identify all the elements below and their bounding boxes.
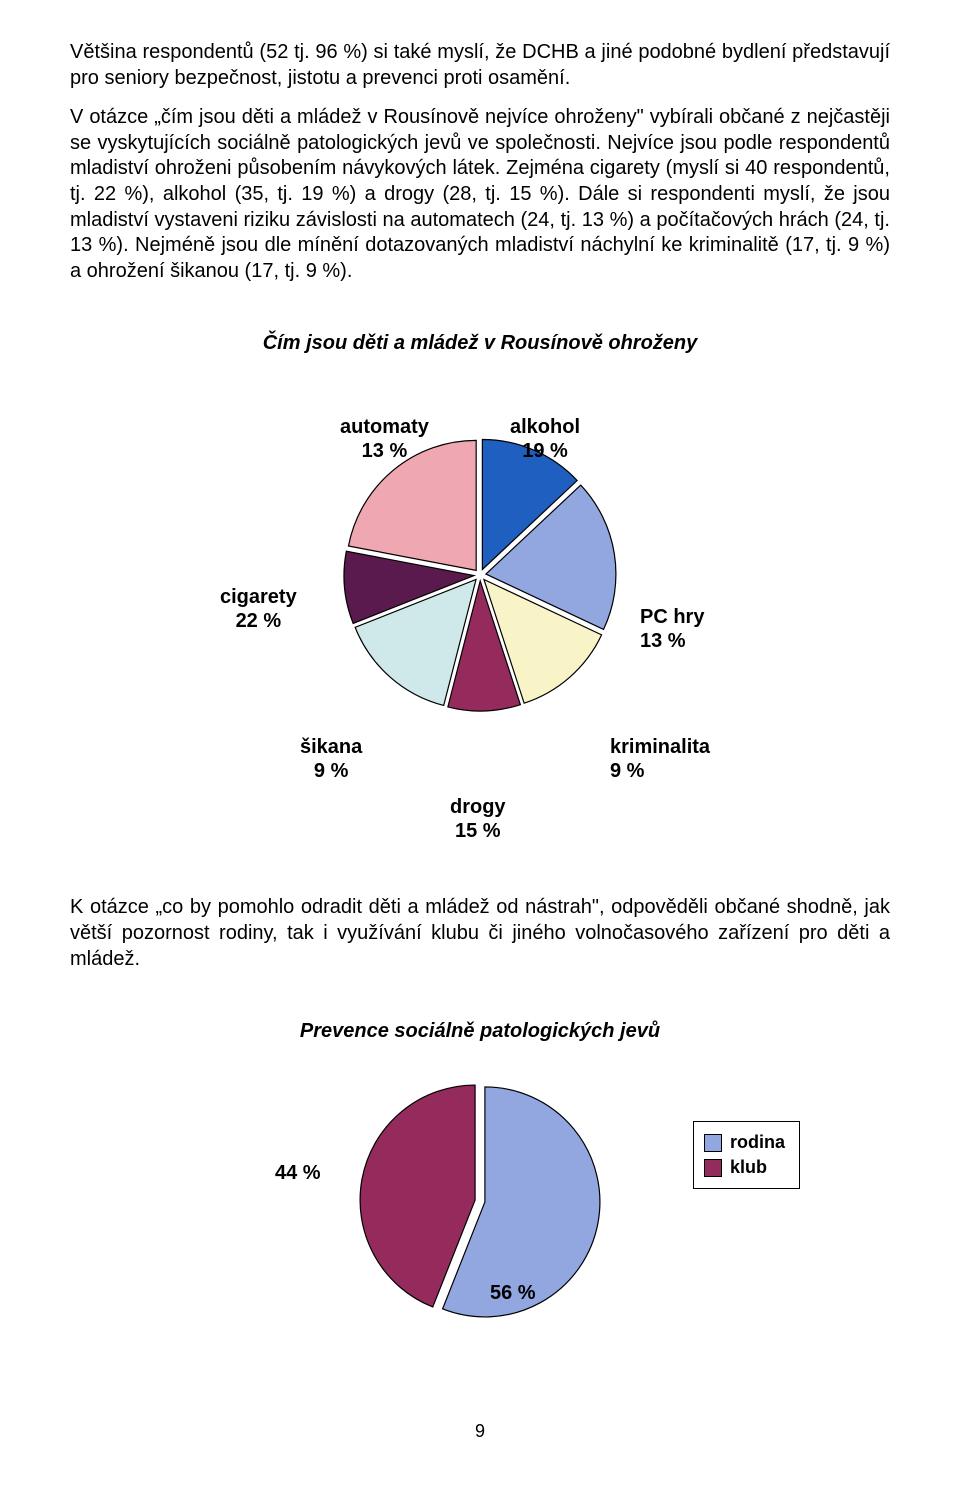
pie-label-kriminalita: kriminalita9 % xyxy=(610,735,710,783)
legend-swatch-icon xyxy=(704,1134,722,1152)
legend-swatch-icon xyxy=(704,1159,722,1177)
page-number: 9 xyxy=(70,1421,890,1442)
paragraph-2: V otázce „čím jsou děti a mládež v Rousí… xyxy=(70,105,890,284)
paragraph-1: Většina respondentů (52 tj. 96 %) si tak… xyxy=(70,40,890,91)
pie-label-sikana: šikana9 % xyxy=(300,735,362,783)
pie-label-alkohol: alkohol19 % xyxy=(510,415,580,463)
chart2: rodina klub 44 % 56 % xyxy=(170,1071,790,1361)
pie-label-automaty: automaty13 % xyxy=(340,415,429,463)
pie-label-cigarety: cigarety22 % xyxy=(220,585,297,633)
chart1-title: Čím jsou děti a mládež v Rousínově ohrož… xyxy=(70,332,890,355)
legend-text: klub xyxy=(730,1157,767,1178)
legend-text: rodina xyxy=(730,1132,785,1153)
pie-label-drogy: drogy15 % xyxy=(450,795,506,843)
legend-item-klub: klub xyxy=(704,1155,785,1180)
chart1-pie xyxy=(320,415,640,735)
page: Většina respondentů (52 tj. 96 %) si tak… xyxy=(0,0,960,1472)
pie-label-44: 44 % xyxy=(275,1161,321,1185)
pie-label-56: 56 % xyxy=(490,1281,536,1305)
chart1: automaty13 % alkohol19 % PC hry13 % krimina… xyxy=(170,415,790,845)
paragraph-3: K otázce „co by pomohlo odradit děti a m… xyxy=(70,895,890,972)
legend-item-rodina: rodina xyxy=(704,1130,785,1155)
chart2-pie xyxy=(350,1071,610,1331)
chart2-title: Prevence sociálně patologických jevů xyxy=(70,1020,890,1043)
pie-label-pc-hry: PC hry13 % xyxy=(640,605,704,653)
chart2-legend: rodina klub xyxy=(693,1121,800,1189)
